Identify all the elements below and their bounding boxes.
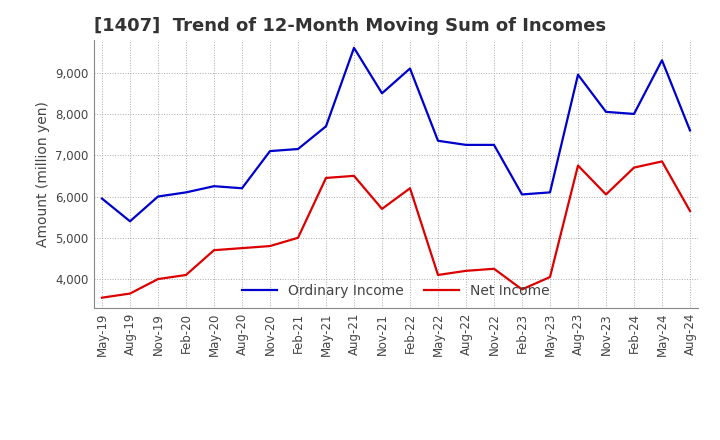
Ordinary Income	[630, 111, 639, 117]
Net Income	[350, 173, 359, 179]
Ordinary Income	[266, 148, 274, 154]
Net Income	[657, 159, 666, 164]
Ordinary Income	[574, 72, 582, 77]
Ordinary Income	[153, 194, 162, 199]
Ordinary Income	[238, 186, 246, 191]
Ordinary Income	[685, 128, 694, 133]
Ordinary Income	[602, 109, 611, 114]
Net Income	[630, 165, 639, 170]
Ordinary Income	[210, 183, 218, 189]
Ordinary Income	[350, 45, 359, 51]
Net Income	[266, 243, 274, 249]
Net Income	[546, 275, 554, 280]
Ordinary Income	[294, 147, 302, 152]
Net Income	[574, 163, 582, 168]
Net Income	[433, 272, 442, 278]
Net Income	[490, 266, 498, 271]
Line: Ordinary Income: Ordinary Income	[102, 48, 690, 221]
Net Income	[294, 235, 302, 240]
Ordinary Income	[490, 142, 498, 147]
Ordinary Income	[405, 66, 414, 71]
Net Income	[602, 192, 611, 197]
Net Income	[405, 186, 414, 191]
Net Income	[322, 175, 330, 180]
Ordinary Income	[322, 124, 330, 129]
Ordinary Income	[433, 138, 442, 143]
Net Income	[181, 272, 190, 278]
Net Income	[518, 287, 526, 292]
Line: Net Income: Net Income	[102, 161, 690, 298]
Net Income	[462, 268, 470, 274]
Ordinary Income	[378, 91, 387, 96]
Net Income	[153, 276, 162, 282]
Net Income	[238, 246, 246, 251]
Net Income	[685, 208, 694, 213]
Ordinary Income	[462, 142, 470, 147]
Net Income	[98, 295, 107, 301]
Ordinary Income	[181, 190, 190, 195]
Ordinary Income	[126, 219, 135, 224]
Net Income	[378, 206, 387, 212]
Net Income	[210, 248, 218, 253]
Y-axis label: Amount (million yen): Amount (million yen)	[36, 101, 50, 247]
Text: [1407]  Trend of 12-Month Moving Sum of Incomes: [1407] Trend of 12-Month Moving Sum of I…	[94, 17, 606, 35]
Legend: Ordinary Income, Net Income: Ordinary Income, Net Income	[236, 279, 556, 304]
Net Income	[126, 291, 135, 296]
Ordinary Income	[657, 58, 666, 63]
Ordinary Income	[546, 190, 554, 195]
Ordinary Income	[518, 192, 526, 197]
Ordinary Income	[98, 196, 107, 201]
